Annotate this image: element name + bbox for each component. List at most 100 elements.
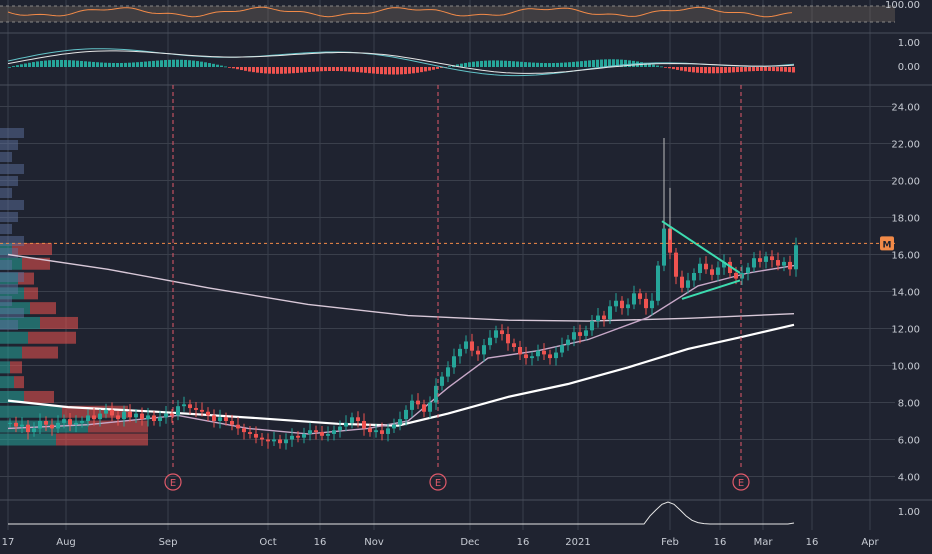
- macd-bar: [560, 62, 563, 67]
- earnings-label: E: [435, 478, 441, 489]
- candle: [80, 421, 84, 423]
- candle: [386, 428, 390, 434]
- rsi-line: [7, 6, 793, 18]
- macd-bar: [580, 61, 583, 67]
- macd-bar: [564, 62, 567, 67]
- candle: [302, 433, 306, 438]
- macd-bar: [60, 59, 63, 67]
- macd-bar: [544, 63, 547, 67]
- macd-bar: [668, 67, 671, 69]
- candle: [290, 435, 294, 440]
- macd-bar: [596, 59, 599, 67]
- macd-bar: [600, 59, 603, 67]
- candle: [488, 337, 492, 346]
- candle: [590, 321, 594, 331]
- macd-bar: [448, 66, 451, 67]
- candle: [242, 428, 246, 433]
- macd-bar: [344, 67, 347, 72]
- macd-bar: [276, 67, 279, 74]
- macd-bar: [548, 63, 551, 67]
- candle: [356, 417, 360, 421]
- candle: [602, 315, 606, 320]
- macd-bar: [392, 67, 395, 75]
- macd-bar: [712, 67, 715, 74]
- macd-bar: [240, 67, 243, 71]
- candle: [572, 332, 576, 340]
- macd-bar: [268, 67, 271, 74]
- candle: [278, 439, 282, 444]
- candle: [32, 428, 36, 433]
- macd-bar: [112, 62, 115, 67]
- volume-profile-upper: [0, 308, 24, 318]
- candle: [548, 354, 552, 359]
- rsi-tick-label: 100.00: [885, 0, 920, 11]
- candle: [500, 330, 504, 335]
- macd-bar: [572, 61, 575, 67]
- macd-bar: [308, 67, 311, 72]
- price-tick-label: 10.00: [891, 362, 920, 373]
- macd-bar: [160, 60, 163, 67]
- candle: [464, 341, 468, 349]
- macd-bar: [12, 66, 15, 67]
- candle: [710, 269, 714, 275]
- macd-bar: [304, 67, 307, 73]
- candle: [764, 256, 768, 262]
- macd-bar: [80, 60, 83, 67]
- triangle-pattern[interactable]: [661, 220, 741, 300]
- candle: [104, 409, 108, 414]
- macd-bar: [656, 65, 659, 67]
- macd-bar: [332, 67, 335, 71]
- last-price-label: M: [883, 240, 892, 250]
- candle: [20, 424, 24, 427]
- macd-bar: [356, 67, 359, 73]
- macd-bar: [664, 67, 667, 68]
- candle: [446, 367, 450, 377]
- candle: [524, 354, 528, 359]
- candle: [170, 413, 174, 416]
- x-tick-label: 16: [314, 537, 327, 548]
- macd-bar: [148, 61, 151, 67]
- candle: [68, 419, 72, 425]
- macd-bar: [512, 61, 515, 67]
- macd-bar: [692, 67, 695, 73]
- earnings-markers[interactable]: E E E M: [0, 85, 895, 491]
- volume-profile-upper: [0, 224, 12, 234]
- candle: [26, 424, 30, 433]
- trendline[interactable]: [681, 279, 741, 300]
- macd-bar: [660, 66, 663, 68]
- macd-bar: [532, 62, 535, 67]
- candle: [200, 409, 204, 412]
- candle: [482, 345, 486, 355]
- last-price-badge[interactable]: [880, 236, 894, 251]
- macd-bar: [328, 67, 331, 72]
- candle: [614, 300, 618, 307]
- candle: [74, 422, 78, 425]
- candle: [782, 261, 786, 266]
- candle: [50, 424, 54, 429]
- price-tick-label: 22.00: [891, 140, 920, 151]
- macd-bar: [684, 67, 687, 72]
- earnings-badge[interactable]: [429, 473, 447, 491]
- volume-profile-upper: [0, 128, 24, 138]
- macd-bar: [576, 61, 579, 67]
- earnings-badge[interactable]: [164, 473, 182, 491]
- volume-profile-down: [28, 331, 76, 344]
- candle: [554, 352, 558, 359]
- candle: [776, 260, 780, 266]
- sma_50-line: [7, 323, 795, 427]
- macd-bar: [348, 67, 351, 72]
- macd-bar: [672, 67, 675, 70]
- candle: [374, 430, 378, 433]
- trendline[interactable]: [661, 220, 741, 274]
- x-tick-label: Nov: [364, 537, 384, 548]
- candle: [266, 439, 270, 442]
- candle: [368, 428, 372, 433]
- macd-bar: [616, 59, 619, 67]
- bottom-panel: [8, 501, 795, 525]
- macd-bar: [780, 67, 783, 72]
- x-tick-label: 17: [2, 537, 15, 548]
- earnings-badge[interactable]: [732, 473, 750, 491]
- candle: [218, 417, 222, 421]
